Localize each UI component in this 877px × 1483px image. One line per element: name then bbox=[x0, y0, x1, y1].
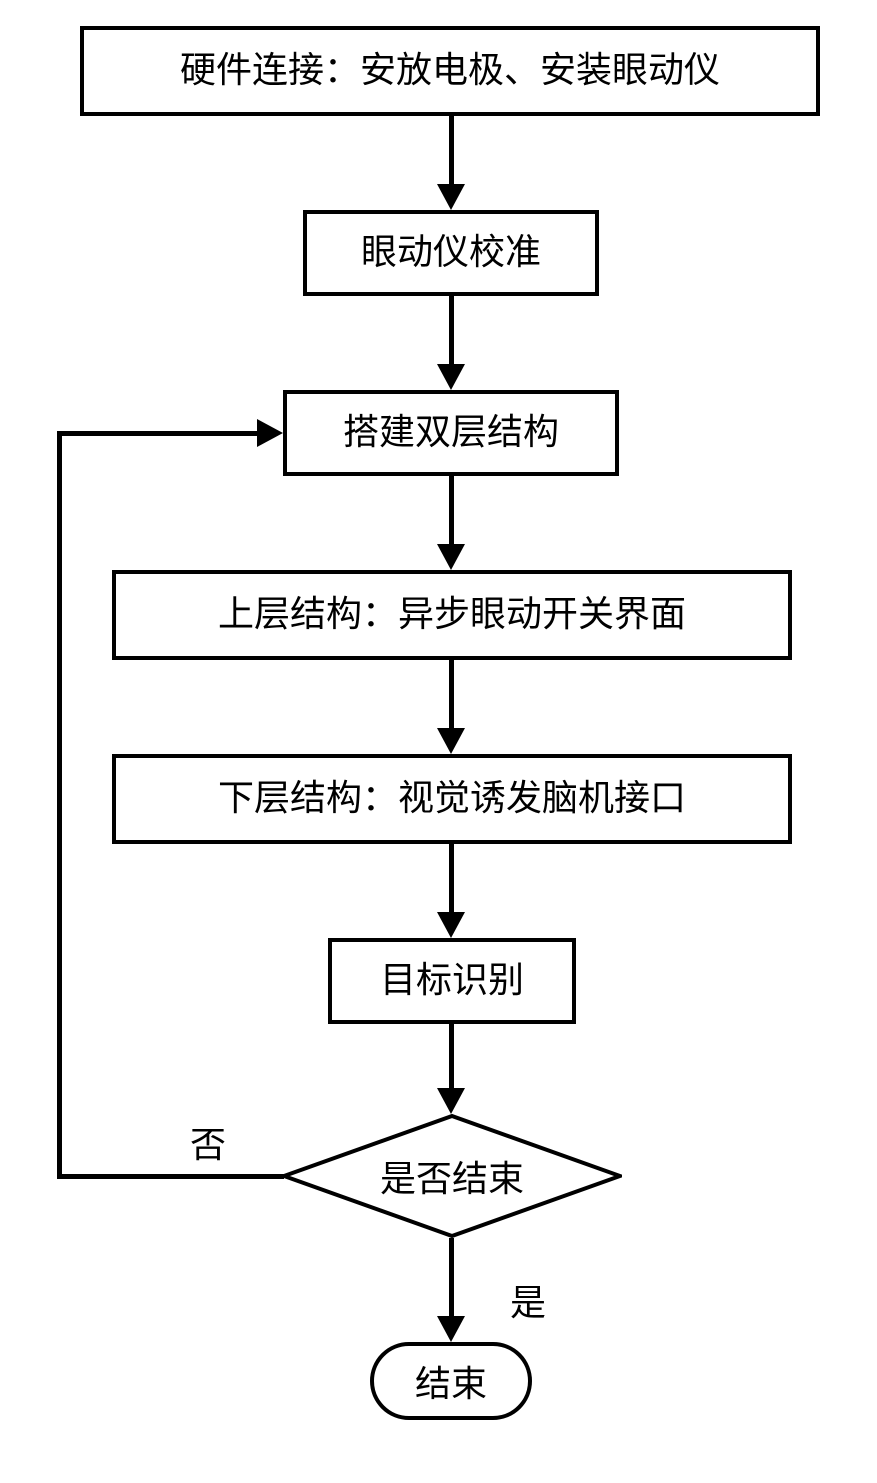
node-label: 目标识别 bbox=[380, 959, 524, 1002]
edge-loop-h2 bbox=[57, 431, 257, 436]
node-label: 搭建双层结构 bbox=[343, 411, 559, 454]
edge-2-3 bbox=[449, 296, 454, 364]
node-label: 眼动仪校准 bbox=[361, 231, 541, 274]
edge-3-4-head bbox=[437, 544, 465, 570]
edge-5-6-head bbox=[437, 912, 465, 938]
edge-6-7 bbox=[449, 1024, 454, 1088]
edge-7-8-head bbox=[437, 1316, 465, 1342]
node-label: 下层结构：视觉诱发脑机接口 bbox=[218, 777, 686, 820]
edge-label-yes: 是 bbox=[510, 1274, 546, 1326]
node-build-layers: 搭建双层结构 bbox=[283, 390, 619, 476]
edge-6-7-head bbox=[437, 1088, 465, 1114]
edge-7-8 bbox=[449, 1238, 454, 1316]
node-target-recognition: 目标识别 bbox=[328, 938, 576, 1024]
node-decision-end: 是否结束 bbox=[282, 1114, 622, 1238]
edge-loop-h1 bbox=[57, 1174, 284, 1179]
edge-loop-head bbox=[257, 419, 283, 447]
edge-1-2 bbox=[449, 116, 454, 184]
node-label: 是否结束 bbox=[380, 1150, 524, 1202]
edge-3-4 bbox=[449, 476, 454, 544]
node-hardware-connect: 硬件连接：安放电极、安装眼动仪 bbox=[80, 26, 820, 116]
edge-4-5 bbox=[449, 660, 454, 728]
node-end: 结束 bbox=[370, 1342, 532, 1420]
node-label: 硬件连接：安放电极、安装眼动仪 bbox=[180, 49, 720, 92]
edge-5-6 bbox=[449, 844, 454, 912]
node-calibrate: 眼动仪校准 bbox=[303, 210, 599, 296]
edge-4-5-head bbox=[437, 728, 465, 754]
edge-1-2-head bbox=[437, 184, 465, 210]
edge-label-no: 否 bbox=[190, 1116, 226, 1168]
node-label: 结束 bbox=[415, 1355, 487, 1407]
flowchart-container: 硬件连接：安放电极、安装眼动仪 眼动仪校准 搭建双层结构 上层结构：异步眼动开关… bbox=[0, 0, 877, 1483]
edge-2-3-head bbox=[437, 364, 465, 390]
node-lower-layer: 下层结构：视觉诱发脑机接口 bbox=[112, 754, 792, 844]
node-label: 上层结构：异步眼动开关界面 bbox=[218, 593, 686, 636]
node-upper-layer: 上层结构：异步眼动开关界面 bbox=[112, 570, 792, 660]
edge-loop-v bbox=[57, 431, 62, 1179]
